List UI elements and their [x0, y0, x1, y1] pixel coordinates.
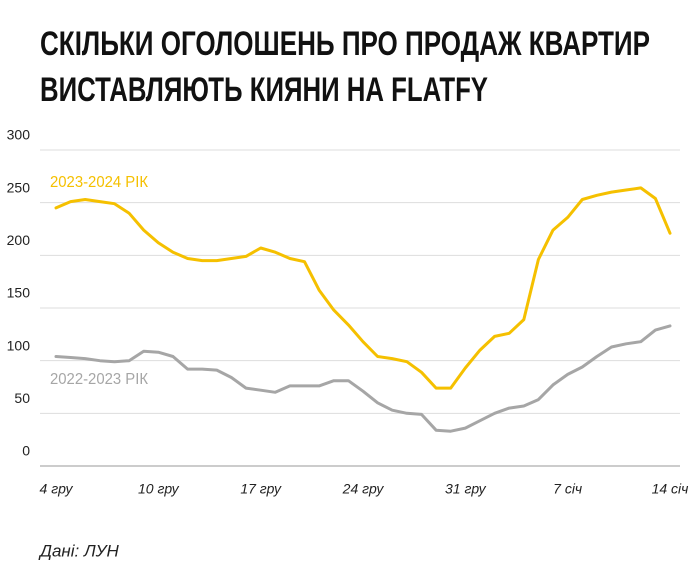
y-tick-label: 100: [7, 337, 31, 353]
y-tick-label: 0: [22, 443, 30, 459]
y-tick-label: 250: [7, 179, 31, 195]
x-tick-label: 31 гру: [445, 481, 487, 497]
y-tick-label: 50: [14, 390, 30, 406]
x-tick-label: 14 січ: [652, 481, 689, 497]
series-label: 2022-2023 РІК: [50, 371, 149, 388]
series-label: 2023-2024 РІК: [50, 174, 149, 191]
y-tick-label: 150: [7, 285, 31, 301]
series-line: [54, 324, 672, 433]
source: Дані: ЛУН: [38, 541, 120, 560]
y-tick-label: 300: [7, 127, 31, 143]
x-tick-label: 17 гру: [240, 481, 282, 497]
x-tick-label: 24 гру: [342, 481, 385, 497]
series-line: [54, 186, 672, 390]
x-tick-label: 4 гру: [40, 481, 74, 497]
chart-title: ВИСТАВЛЯЮТЬ КИЯНИ НА FLATFY: [40, 71, 488, 109]
x-tick-label: 10 гру: [138, 481, 180, 497]
y-tick-label: 200: [7, 232, 31, 248]
x-tick-label: 7 січ: [553, 481, 582, 497]
chart-title: СКІЛЬКИ ОГОЛОШЕНЬ ПРО ПРОДАЖ КВАРТИР: [40, 25, 650, 63]
